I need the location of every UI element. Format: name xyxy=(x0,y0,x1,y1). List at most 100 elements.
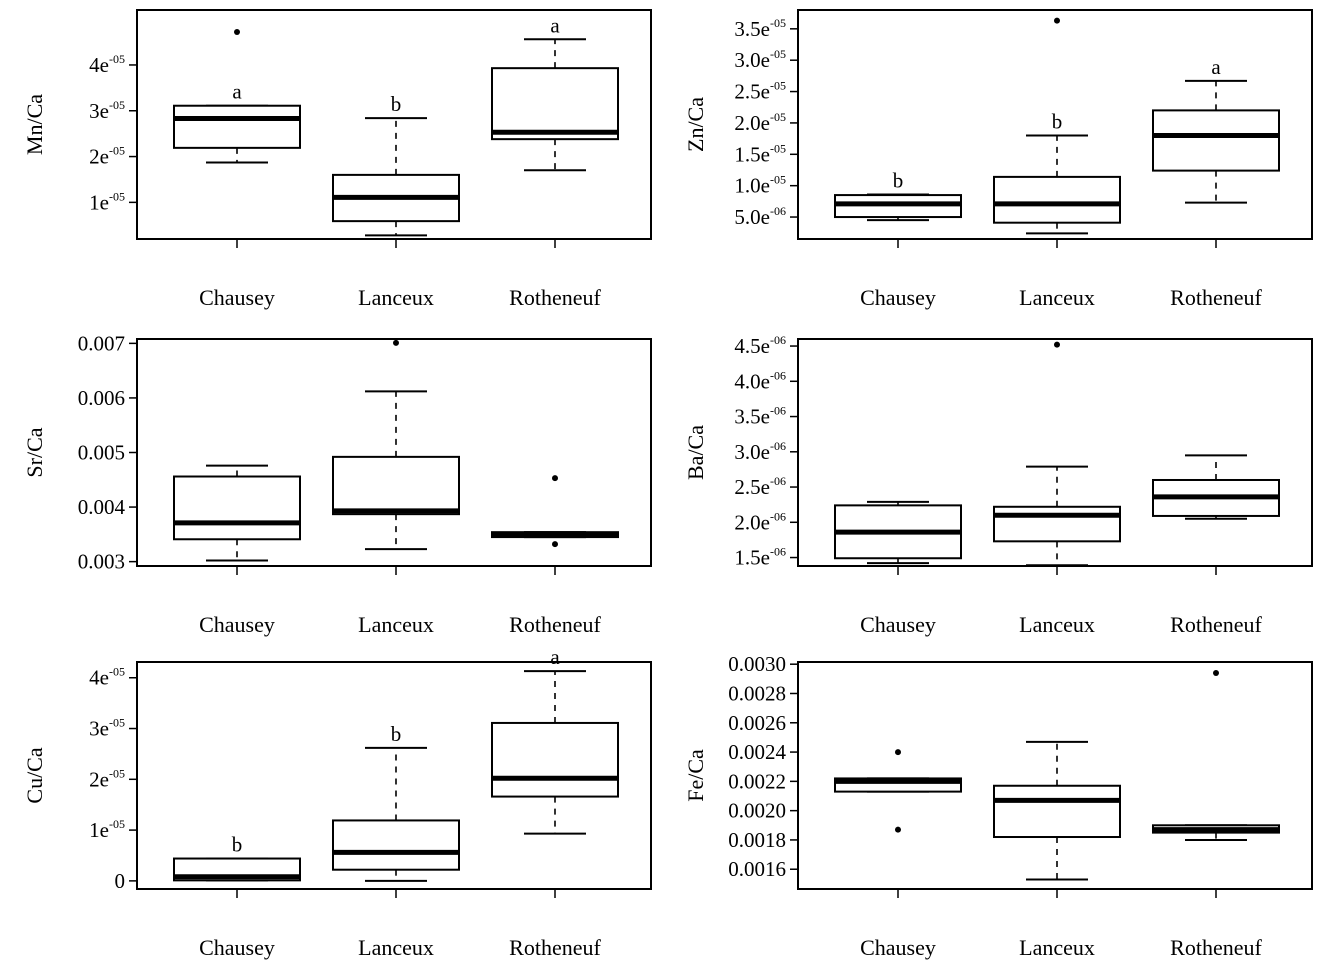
y-tick-label: 5.0e-06 xyxy=(734,204,786,229)
significance-letter: a xyxy=(550,645,560,669)
box-lanceux: b xyxy=(332,722,460,882)
x-category-label-chausey: Chausey xyxy=(860,285,936,310)
box-chausey: b xyxy=(173,833,301,882)
box-lanceux xyxy=(993,341,1121,567)
y-tick-label: 4.0e-06 xyxy=(734,368,786,393)
box-rotheneuf: a xyxy=(491,13,619,172)
box-rotheneuf xyxy=(1152,454,1280,520)
x-category-label-rotheneuf: Rotheneuf xyxy=(509,612,601,637)
x-category-label-chausey: Chausey xyxy=(199,935,275,960)
x-category-label-lanceux: Lanceux xyxy=(1019,935,1095,960)
plot-frame xyxy=(797,9,1313,240)
plot-frame xyxy=(136,661,652,890)
outlier-point xyxy=(1213,669,1219,676)
y-tick-label: 1e-05 xyxy=(89,189,125,214)
panel-ba-ca: 1.5e-06 2.0e-06 2.5e-06 3.0e-06 3.5e-06 4.0e-… xyxy=(683,333,1313,637)
significance-letter: b xyxy=(893,168,904,192)
y-tick-label: 2.5e-05 xyxy=(734,79,786,104)
y-tick-label: 3.0e-06 xyxy=(734,439,786,464)
y-tick-label: 1e-05 xyxy=(89,817,125,842)
y-tick-label: 3e-05 xyxy=(89,98,125,123)
y-tick-label: 0.005 xyxy=(78,441,125,465)
iqr-box xyxy=(491,721,619,798)
y-tick-label: 0.0026 xyxy=(728,711,786,735)
x-category-label-lanceux: Lanceux xyxy=(358,935,434,960)
plot-frame xyxy=(136,9,652,240)
iqr-box xyxy=(332,819,460,871)
x-category-label-rotheneuf: Rotheneuf xyxy=(509,285,601,310)
iqr-box xyxy=(993,505,1121,543)
outlier-point xyxy=(552,475,558,482)
y-tick-label: 3.5e-06 xyxy=(734,404,786,429)
box-rotheneuf xyxy=(491,475,619,548)
y-axis-label: Sr/Ca xyxy=(22,427,47,477)
y-tick-label: 0.0020 xyxy=(728,799,786,823)
x-category-label-rotheneuf: Rotheneuf xyxy=(1170,612,1262,637)
outlier-point xyxy=(1054,341,1060,348)
x-category-label-rotheneuf: Rotheneuf xyxy=(509,935,601,960)
y-tick-label: 4e-05 xyxy=(89,52,125,77)
y-tick-label: 2e-05 xyxy=(89,144,125,169)
y-tick-label: 2e-05 xyxy=(89,766,125,791)
y-axis-label: Ba/Ca xyxy=(683,425,708,480)
significance-letter: a xyxy=(232,80,242,104)
box-chausey xyxy=(834,500,962,565)
outlier-point xyxy=(1054,17,1060,24)
y-tick-label: 0.0024 xyxy=(728,740,786,764)
y-tick-label: 2.5e-06 xyxy=(734,474,786,499)
x-category-label-lanceux: Lanceux xyxy=(1019,612,1095,637)
iqr-box xyxy=(993,784,1121,839)
y-axis-label: Zn/Ca xyxy=(683,97,708,152)
iqr-box xyxy=(1152,109,1280,172)
x-category-label-lanceux: Lanceux xyxy=(1019,285,1095,310)
x-category-label-rotheneuf: Rotheneuf xyxy=(1170,935,1262,960)
y-tick-label: 2.0e-05 xyxy=(734,110,786,135)
y-tick-label: 0.006 xyxy=(78,386,125,410)
panel-fe-ca: 0.0016 0.0018 0.0020 0.0022 0.0024 0.0026 0.00… xyxy=(683,652,1313,960)
iqr-box xyxy=(332,455,460,516)
y-tick-label: 0.007 xyxy=(78,331,125,355)
y-axis-label: Mn/Ca xyxy=(22,94,47,155)
y-axis-label: Cu/Ca xyxy=(22,747,47,803)
y-tick-label: 3.0e-05 xyxy=(734,47,786,72)
significance-letter: b xyxy=(391,722,402,746)
outlier-point xyxy=(393,339,399,346)
x-category-label-lanceux: Lanceux xyxy=(358,285,434,310)
outlier-point xyxy=(234,28,240,35)
iqr-box xyxy=(173,475,301,541)
y-tick-label: 0 xyxy=(115,869,126,893)
y-tick-label: 0.0018 xyxy=(728,828,786,852)
significance-letter: b xyxy=(1052,109,1063,133)
y-tick-label: 0.0022 xyxy=(728,769,786,793)
y-tick-label: 4e-05 xyxy=(89,665,125,690)
iqr-box xyxy=(491,67,619,141)
outlier-point xyxy=(895,749,901,756)
x-category-label-chausey: Chausey xyxy=(199,285,275,310)
x-category-label-chausey: Chausey xyxy=(860,612,936,637)
y-tick-label: 0.004 xyxy=(78,495,126,519)
y-axis-label: Fe/Ca xyxy=(683,749,708,802)
panel-cu-ca: 0 1e-05 2e-05 3e-05 4e-05 Cu/Ca Chausey Lanceux… xyxy=(22,645,652,960)
significance-letter: b xyxy=(232,833,243,857)
x-category-label-chausey: Chausey xyxy=(199,612,275,637)
box-chausey: a xyxy=(173,28,301,164)
box-chausey xyxy=(173,464,301,562)
y-tick-label: 1.0e-05 xyxy=(734,173,786,198)
box-lanceux: b xyxy=(993,17,1121,235)
box-lanceux xyxy=(993,740,1121,881)
y-tick-label: 0.0016 xyxy=(728,857,786,881)
x-category-label-rotheneuf: Rotheneuf xyxy=(1170,285,1262,310)
iqr-box xyxy=(173,104,301,149)
y-tick-label: 1.5e-06 xyxy=(734,545,786,570)
y-tick-label: 0.0028 xyxy=(728,681,786,705)
iqr-box xyxy=(993,175,1121,224)
significance-letter: a xyxy=(550,13,560,37)
y-tick-label: 2.0e-06 xyxy=(734,509,786,534)
y-tick-label: 4.5e-06 xyxy=(734,333,786,358)
x-category-label-lanceux: Lanceux xyxy=(358,612,434,637)
box-rotheneuf: a xyxy=(1152,55,1280,204)
box-lanceux xyxy=(332,339,460,551)
x-category-label-chausey: Chausey xyxy=(860,935,936,960)
y-tick-label: 3.5e-05 xyxy=(734,16,786,41)
